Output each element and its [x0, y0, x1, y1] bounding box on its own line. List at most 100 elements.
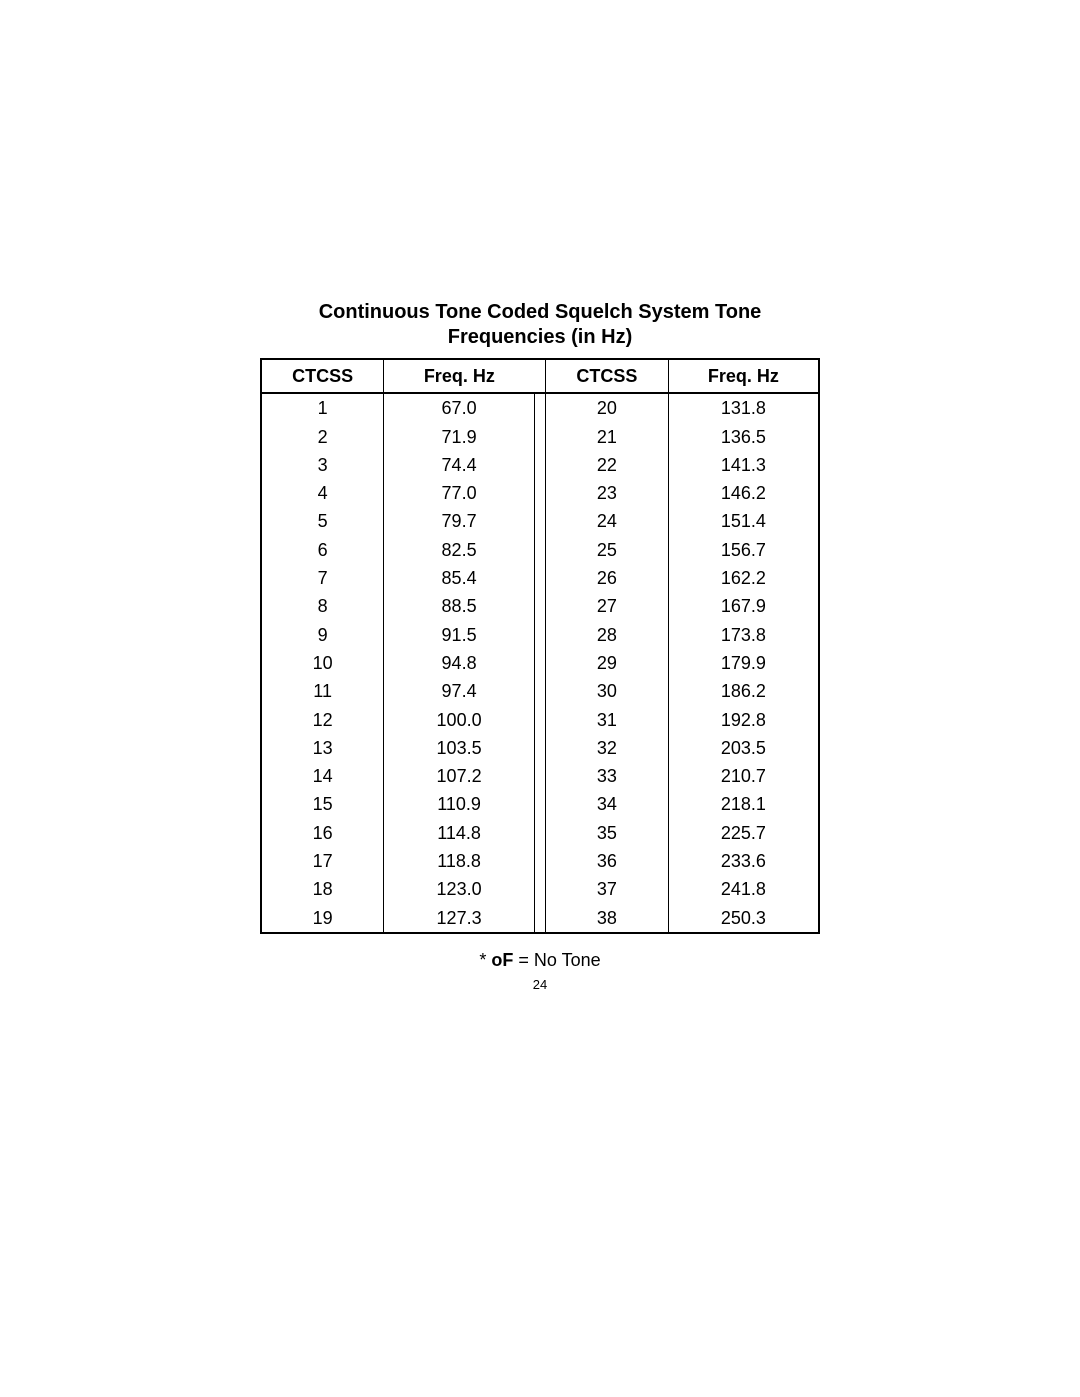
table-cell: 88.5 [384, 592, 535, 620]
table-cell: 179.9 [668, 649, 819, 677]
table-cell: 77.0 [384, 479, 535, 507]
table-row: 18123.0 37241.8 [261, 875, 819, 903]
table-cell: 233.6 [668, 847, 819, 875]
table-cell [534, 423, 545, 451]
table-cell: 210.7 [668, 762, 819, 790]
table-cell [534, 904, 545, 933]
table-cell: 103.5 [384, 734, 535, 762]
table-cell: 5 [261, 507, 384, 535]
table-cell: 32 [546, 734, 669, 762]
table-cell: 131.8 [668, 393, 819, 422]
table-cell: 16 [261, 819, 384, 847]
table-cell: 36 [546, 847, 669, 875]
footnote-bold: oF [491, 950, 513, 970]
table-cell: 29 [546, 649, 669, 677]
table-row: 16114.8 35225.7 [261, 819, 819, 847]
table-row: 17118.8 36233.6 [261, 847, 819, 875]
table-row: 1094.829179.9 [261, 649, 819, 677]
table-cell: 17 [261, 847, 384, 875]
table-cell: 8 [261, 592, 384, 620]
content-block: Continuous Tone Coded Squelch System Ton… [260, 300, 820, 992]
table-cell: 2 [261, 423, 384, 451]
table-row: 682.525156.7 [261, 536, 819, 564]
table-cell [534, 649, 545, 677]
col-header-freq-2: Freq. Hz [668, 359, 819, 393]
table-cell [534, 790, 545, 818]
table-cell: 156.7 [668, 536, 819, 564]
table-cell: 25 [546, 536, 669, 564]
footnote-suffix: = No Tone [513, 950, 600, 970]
table-row: 785.426162.2 [261, 564, 819, 592]
table-cell [534, 762, 545, 790]
table-title: Continuous Tone Coded Squelch System Ton… [260, 300, 820, 350]
table-cell: 141.3 [668, 451, 819, 479]
table-row: 579.7 24151.4 [261, 507, 819, 535]
col-header-ctcss-2: CTCSS [546, 359, 669, 393]
table-cell [534, 734, 545, 762]
table-cell: 27 [546, 592, 669, 620]
table-cell: 15 [261, 790, 384, 818]
table-cell: 28 [546, 621, 669, 649]
title-line-1: Continuous Tone Coded Squelch System Ton… [319, 301, 762, 323]
table-cell [534, 536, 545, 564]
table-cell: 24 [546, 507, 669, 535]
table-cell: 127.3 [384, 904, 535, 933]
ctcss-table: CTCSS Freq. Hz CTCSS Freq. Hz 167.020131… [260, 358, 820, 934]
table-cell: 97.4 [384, 677, 535, 705]
table-row: 12100.031192.8 [261, 706, 819, 734]
table-header-row: CTCSS Freq. Hz CTCSS Freq. Hz [261, 359, 819, 393]
table-cell: 167.9 [668, 592, 819, 620]
table-cell: 19 [261, 904, 384, 933]
table-cell [534, 451, 545, 479]
table-cell: 91.5 [384, 621, 535, 649]
table-row: 991.528173.8 [261, 621, 819, 649]
page-number: 24 [260, 977, 820, 992]
table-cell: 118.8 [384, 847, 535, 875]
table-cell: 225.7 [668, 819, 819, 847]
table-cell: 186.2 [668, 677, 819, 705]
table-cell: 114.8 [384, 819, 535, 847]
table-cell: 30 [546, 677, 669, 705]
table-row: 15110.9 34218.1 [261, 790, 819, 818]
table-cell: 100.0 [384, 706, 535, 734]
table-cell [534, 621, 545, 649]
table-cell: 110.9 [384, 790, 535, 818]
table-cell: 162.2 [668, 564, 819, 592]
table-cell: 12 [261, 706, 384, 734]
table-cell: 11 [261, 677, 384, 705]
table-body: 167.020131.8271.921136.5374.422141.3477.… [261, 393, 819, 933]
table-cell: 22 [546, 451, 669, 479]
table-cell: 82.5 [384, 536, 535, 564]
table-cell: 173.8 [668, 621, 819, 649]
table-cell: 3 [261, 451, 384, 479]
table-cell: 23 [546, 479, 669, 507]
table-row: 888.5 27167.9 [261, 592, 819, 620]
table-cell: 10 [261, 649, 384, 677]
table-cell [534, 507, 545, 535]
table-cell: 14 [261, 762, 384, 790]
table-cell [534, 564, 545, 592]
table-cell [534, 847, 545, 875]
table-cell: 37 [546, 875, 669, 903]
table-cell: 13 [261, 734, 384, 762]
table-cell: 192.8 [668, 706, 819, 734]
table-cell [534, 706, 545, 734]
table-row: 271.921136.5 [261, 423, 819, 451]
table-cell: 241.8 [668, 875, 819, 903]
table-row: 13103.5 32203.5 [261, 734, 819, 762]
table-cell [534, 592, 545, 620]
table-cell: 4 [261, 479, 384, 507]
table-cell: 151.4 [668, 507, 819, 535]
table-cell: 18 [261, 875, 384, 903]
table-cell: 34 [546, 790, 669, 818]
table-cell: 35 [546, 819, 669, 847]
table-cell: 21 [546, 423, 669, 451]
table-cell: 1 [261, 393, 384, 422]
table-cell: 79.7 [384, 507, 535, 535]
table-cell: 218.1 [668, 790, 819, 818]
table-row: 167.020131.8 [261, 393, 819, 422]
table-cell [534, 393, 545, 422]
table-row: 14107.233210.7 [261, 762, 819, 790]
table-cell: 203.5 [668, 734, 819, 762]
table-cell: 123.0 [384, 875, 535, 903]
